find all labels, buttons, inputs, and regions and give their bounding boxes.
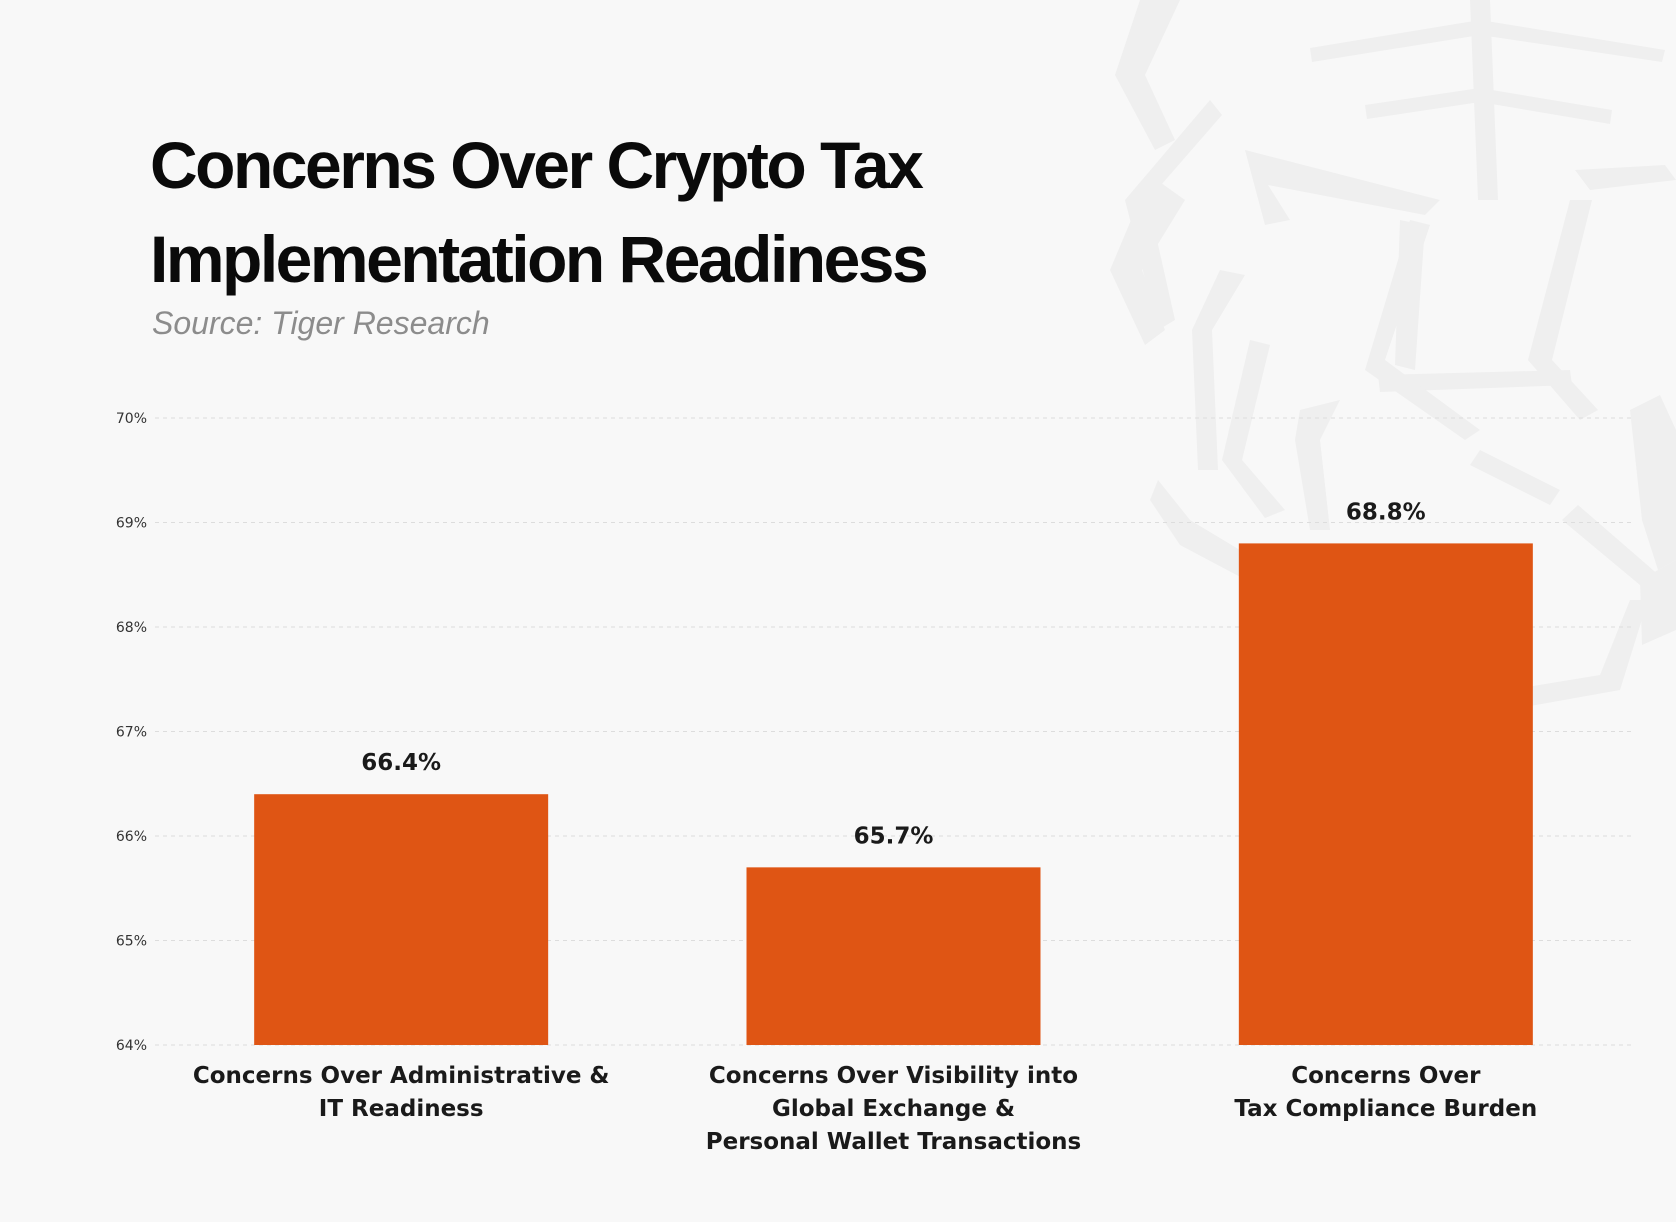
- y-tick-label: 67%: [116, 725, 147, 741]
- x-category-label: Personal Wallet Transactions: [706, 1129, 1082, 1155]
- bar: [1238, 543, 1533, 1045]
- x-category-label: IT Readiness: [319, 1096, 484, 1122]
- bar-value-label: 68.8%: [1346, 499, 1426, 525]
- y-tick-label: 66%: [116, 829, 147, 845]
- chart-title: Concerns Over Crypto Tax Implementation …: [150, 118, 929, 306]
- x-category-label: Concerns Over: [1291, 1063, 1481, 1089]
- bar-value-label: 65.7%: [854, 823, 934, 849]
- y-tick-label: 70%: [116, 411, 147, 427]
- y-tick-label: 68%: [116, 620, 147, 636]
- bar: [746, 867, 1041, 1045]
- chart-subtitle: Source: Tiger Research: [152, 305, 490, 341]
- chart-title-line-2: Implementation Readiness: [150, 222, 929, 296]
- chart-title-line-1: Concerns Over Crypto Tax: [150, 128, 924, 202]
- x-category-label: Concerns Over Administrative &: [193, 1063, 610, 1089]
- y-tick-label: 65%: [116, 934, 147, 950]
- bar: [254, 794, 549, 1045]
- x-category-label: Tax Compliance Burden: [1234, 1096, 1537, 1122]
- y-tick-label: 64%: [116, 1038, 147, 1054]
- y-tick-label: 69%: [116, 516, 147, 532]
- bar-value-label: 66.4%: [361, 750, 441, 776]
- x-category-label: Global Exchange &: [772, 1096, 1015, 1122]
- x-category-label: Concerns Over Visibility into: [709, 1063, 1078, 1089]
